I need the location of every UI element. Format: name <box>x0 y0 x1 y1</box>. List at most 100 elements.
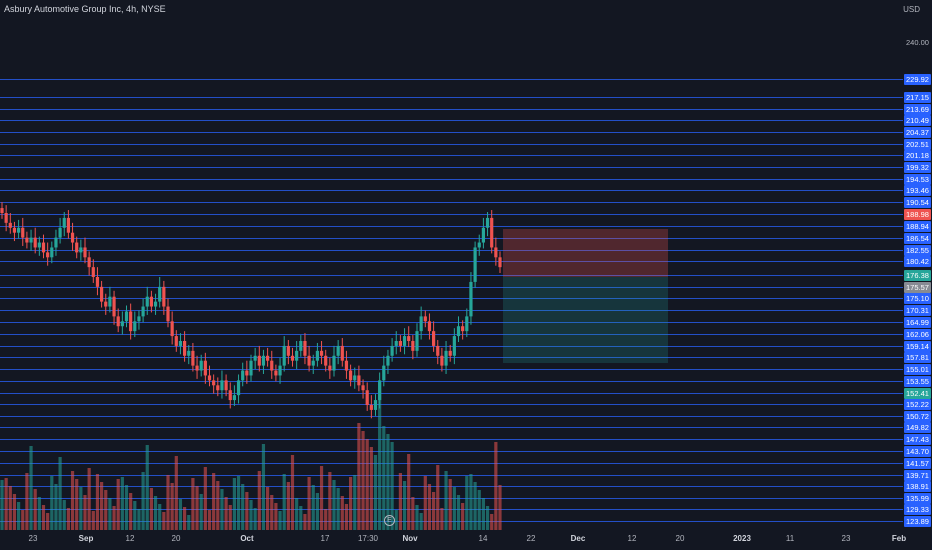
volume-bar <box>452 487 456 530</box>
candle-body <box>199 360 203 371</box>
time-axis-label: 22 <box>526 534 536 543</box>
candle-body <box>378 380 382 401</box>
volume-bar <box>46 513 50 530</box>
volume-bar <box>149 488 153 530</box>
volume-bar <box>191 478 195 530</box>
level-price-tag: 143.70 <box>904 445 931 457</box>
candle-body <box>33 237 37 248</box>
candle-body <box>498 257 502 268</box>
volume-bar <box>307 477 311 530</box>
volume-bar <box>108 498 112 530</box>
volume-bar <box>315 493 319 530</box>
time-axis-label: 12 <box>627 534 637 543</box>
candle-body <box>303 341 307 356</box>
time-axis-label: Sep <box>78 534 94 543</box>
volume-bar <box>203 467 207 530</box>
volume-bar <box>224 497 228 530</box>
volume-bar <box>249 500 253 530</box>
candle-body <box>473 247 477 282</box>
volume-bar <box>232 478 236 530</box>
level-price-tag: 213.69 <box>904 103 931 115</box>
candle-body <box>336 345 340 356</box>
candle-body <box>137 316 141 322</box>
candle-body <box>17 227 21 233</box>
time-axis-label: 17:30 <box>357 534 379 543</box>
volume-bar <box>37 497 41 530</box>
candle-body <box>245 370 249 376</box>
candle-body <box>141 306 145 317</box>
candle-body <box>220 380 224 391</box>
candle-body <box>133 321 137 332</box>
candle-body <box>440 355 444 366</box>
volume-bar <box>183 507 187 530</box>
volume-bar <box>178 499 183 530</box>
candle-body <box>282 345 286 366</box>
volume-bar <box>324 509 328 530</box>
candle-body <box>257 355 261 366</box>
candle-body <box>87 257 91 268</box>
candle-body <box>332 355 336 371</box>
volume-bar <box>8 486 12 530</box>
volume-bar <box>485 506 490 530</box>
volume-bar <box>448 479 452 530</box>
candle-body <box>120 321 124 327</box>
volume-bar <box>295 498 299 530</box>
price-axis-label: 240.00 <box>906 37 929 47</box>
volume-bar <box>133 501 137 530</box>
candle-body <box>432 331 436 346</box>
candle-body <box>83 247 87 258</box>
candle-body <box>91 267 95 277</box>
candle-body <box>394 341 398 346</box>
volume-bar <box>290 455 295 530</box>
volume-bar <box>349 477 353 530</box>
volume-bar <box>378 383 382 530</box>
candle-body <box>286 345 290 356</box>
candle-body <box>353 375 357 381</box>
volume-bar <box>411 497 415 530</box>
candle-body <box>469 281 473 317</box>
volume-bar <box>4 478 8 530</box>
volume-bar <box>270 495 274 530</box>
volume-bar <box>311 485 315 530</box>
candle-body <box>29 237 33 243</box>
candle-body <box>8 222 12 228</box>
earnings-icon[interactable]: E <box>384 515 395 526</box>
level-price-tag: 170.31 <box>904 304 931 316</box>
volume-bar <box>498 485 502 530</box>
time-axis-label: Feb <box>891 534 907 543</box>
volume-bar <box>419 513 423 530</box>
candle-body <box>216 385 220 391</box>
time-axis-label: Oct <box>240 534 254 543</box>
volume-bar <box>340 496 344 530</box>
volume-bar <box>319 466 324 530</box>
candle-body <box>465 316 469 332</box>
volume-bar <box>170 483 174 530</box>
candle-body <box>50 247 54 258</box>
volume-bar <box>469 474 473 530</box>
volume-bar <box>145 445 149 530</box>
candle-body <box>58 227 62 238</box>
volume-bar <box>278 511 282 530</box>
volume-bar <box>303 514 307 530</box>
level-price-tag: 135.99 <box>904 492 931 504</box>
candle-body <box>75 242 79 253</box>
candle-body <box>340 345 344 361</box>
level-price-tag: 139.71 <box>904 469 931 481</box>
candle-body <box>361 385 365 391</box>
candle-body <box>174 336 178 346</box>
volume-bar <box>245 492 249 530</box>
volume-bar <box>241 484 245 530</box>
level-price-tag: 157.81 <box>904 351 931 363</box>
candle-body <box>319 350 324 356</box>
level-price-tag: 147.43 <box>904 433 931 445</box>
candle-body <box>21 227 25 238</box>
candle-body <box>158 286 162 302</box>
candle-body <box>46 252 50 258</box>
volume-bar <box>382 426 386 530</box>
volume-bar <box>79 487 83 530</box>
candle-body <box>266 355 270 361</box>
candle-body <box>357 375 361 386</box>
volume-bar <box>174 456 178 530</box>
volume-bar <box>286 482 290 530</box>
